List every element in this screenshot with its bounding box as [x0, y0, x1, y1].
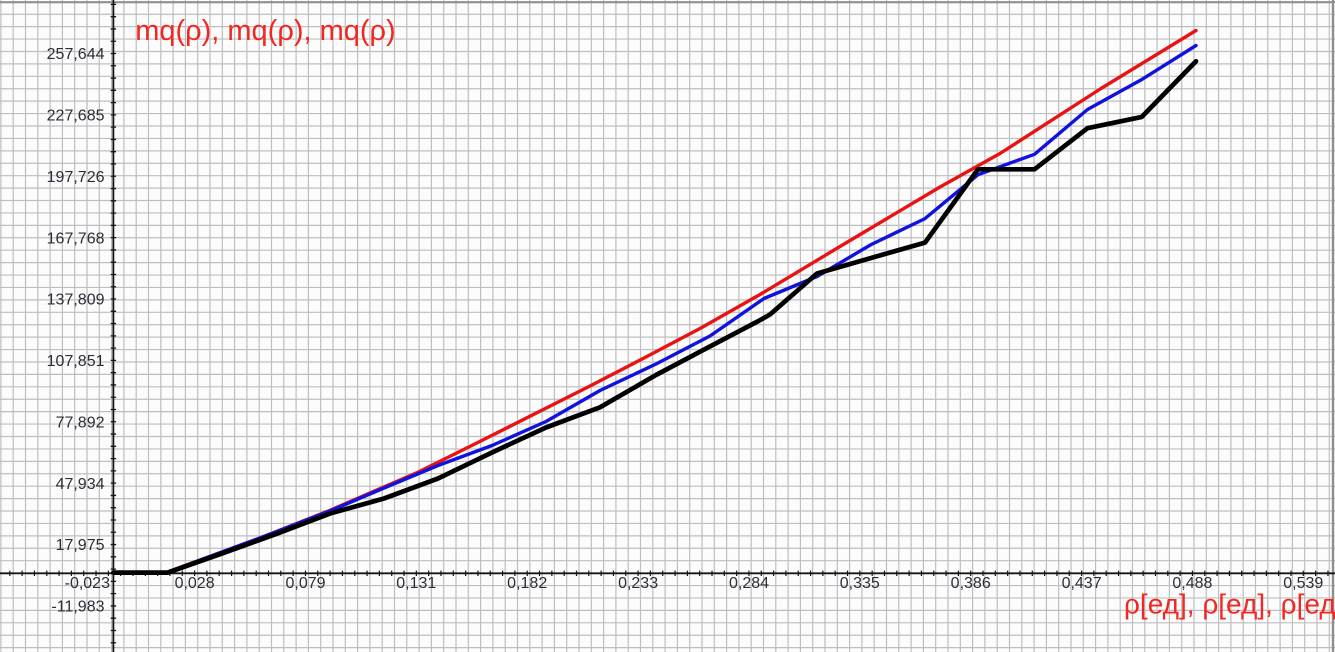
svg-text:0,386: 0,386	[951, 575, 991, 592]
svg-text:ρ[ед], ρ[ед], ρ[ед]: ρ[ед], ρ[ед], ρ[ед]	[1124, 588, 1335, 619]
svg-text:-0,023: -0,023	[65, 575, 110, 592]
svg-text:0,335: 0,335	[840, 575, 880, 592]
svg-text:77,892: 77,892	[56, 415, 105, 432]
svg-text:17,975: 17,975	[56, 537, 105, 554]
svg-text:227,685: 227,685	[47, 108, 105, 125]
svg-text:0,539: 0,539	[1283, 575, 1323, 592]
svg-text:0,488: 0,488	[1172, 575, 1212, 592]
svg-text:0,079: 0,079	[285, 575, 325, 592]
svg-text:0,131: 0,131	[396, 575, 436, 592]
svg-text:0,028: 0,028	[175, 575, 215, 592]
svg-text:47,934: 47,934	[56, 476, 105, 493]
svg-text:137,809: 137,809	[47, 292, 105, 309]
svg-text:257,644: 257,644	[47, 46, 105, 63]
svg-text:mq(ρ), mq(ρ), mq(ρ): mq(ρ), mq(ρ), mq(ρ)	[135, 15, 396, 47]
svg-text:167,768: 167,768	[47, 230, 105, 247]
svg-text:-11,983: -11,983	[51, 599, 104, 616]
svg-text:0,182: 0,182	[507, 575, 547, 592]
svg-text:0,284: 0,284	[729, 575, 769, 592]
svg-text:0,233: 0,233	[618, 575, 658, 592]
svg-text:197,726: 197,726	[47, 169, 105, 186]
svg-text:107,851: 107,851	[47, 353, 105, 370]
svg-text:0,437: 0,437	[1062, 575, 1102, 592]
